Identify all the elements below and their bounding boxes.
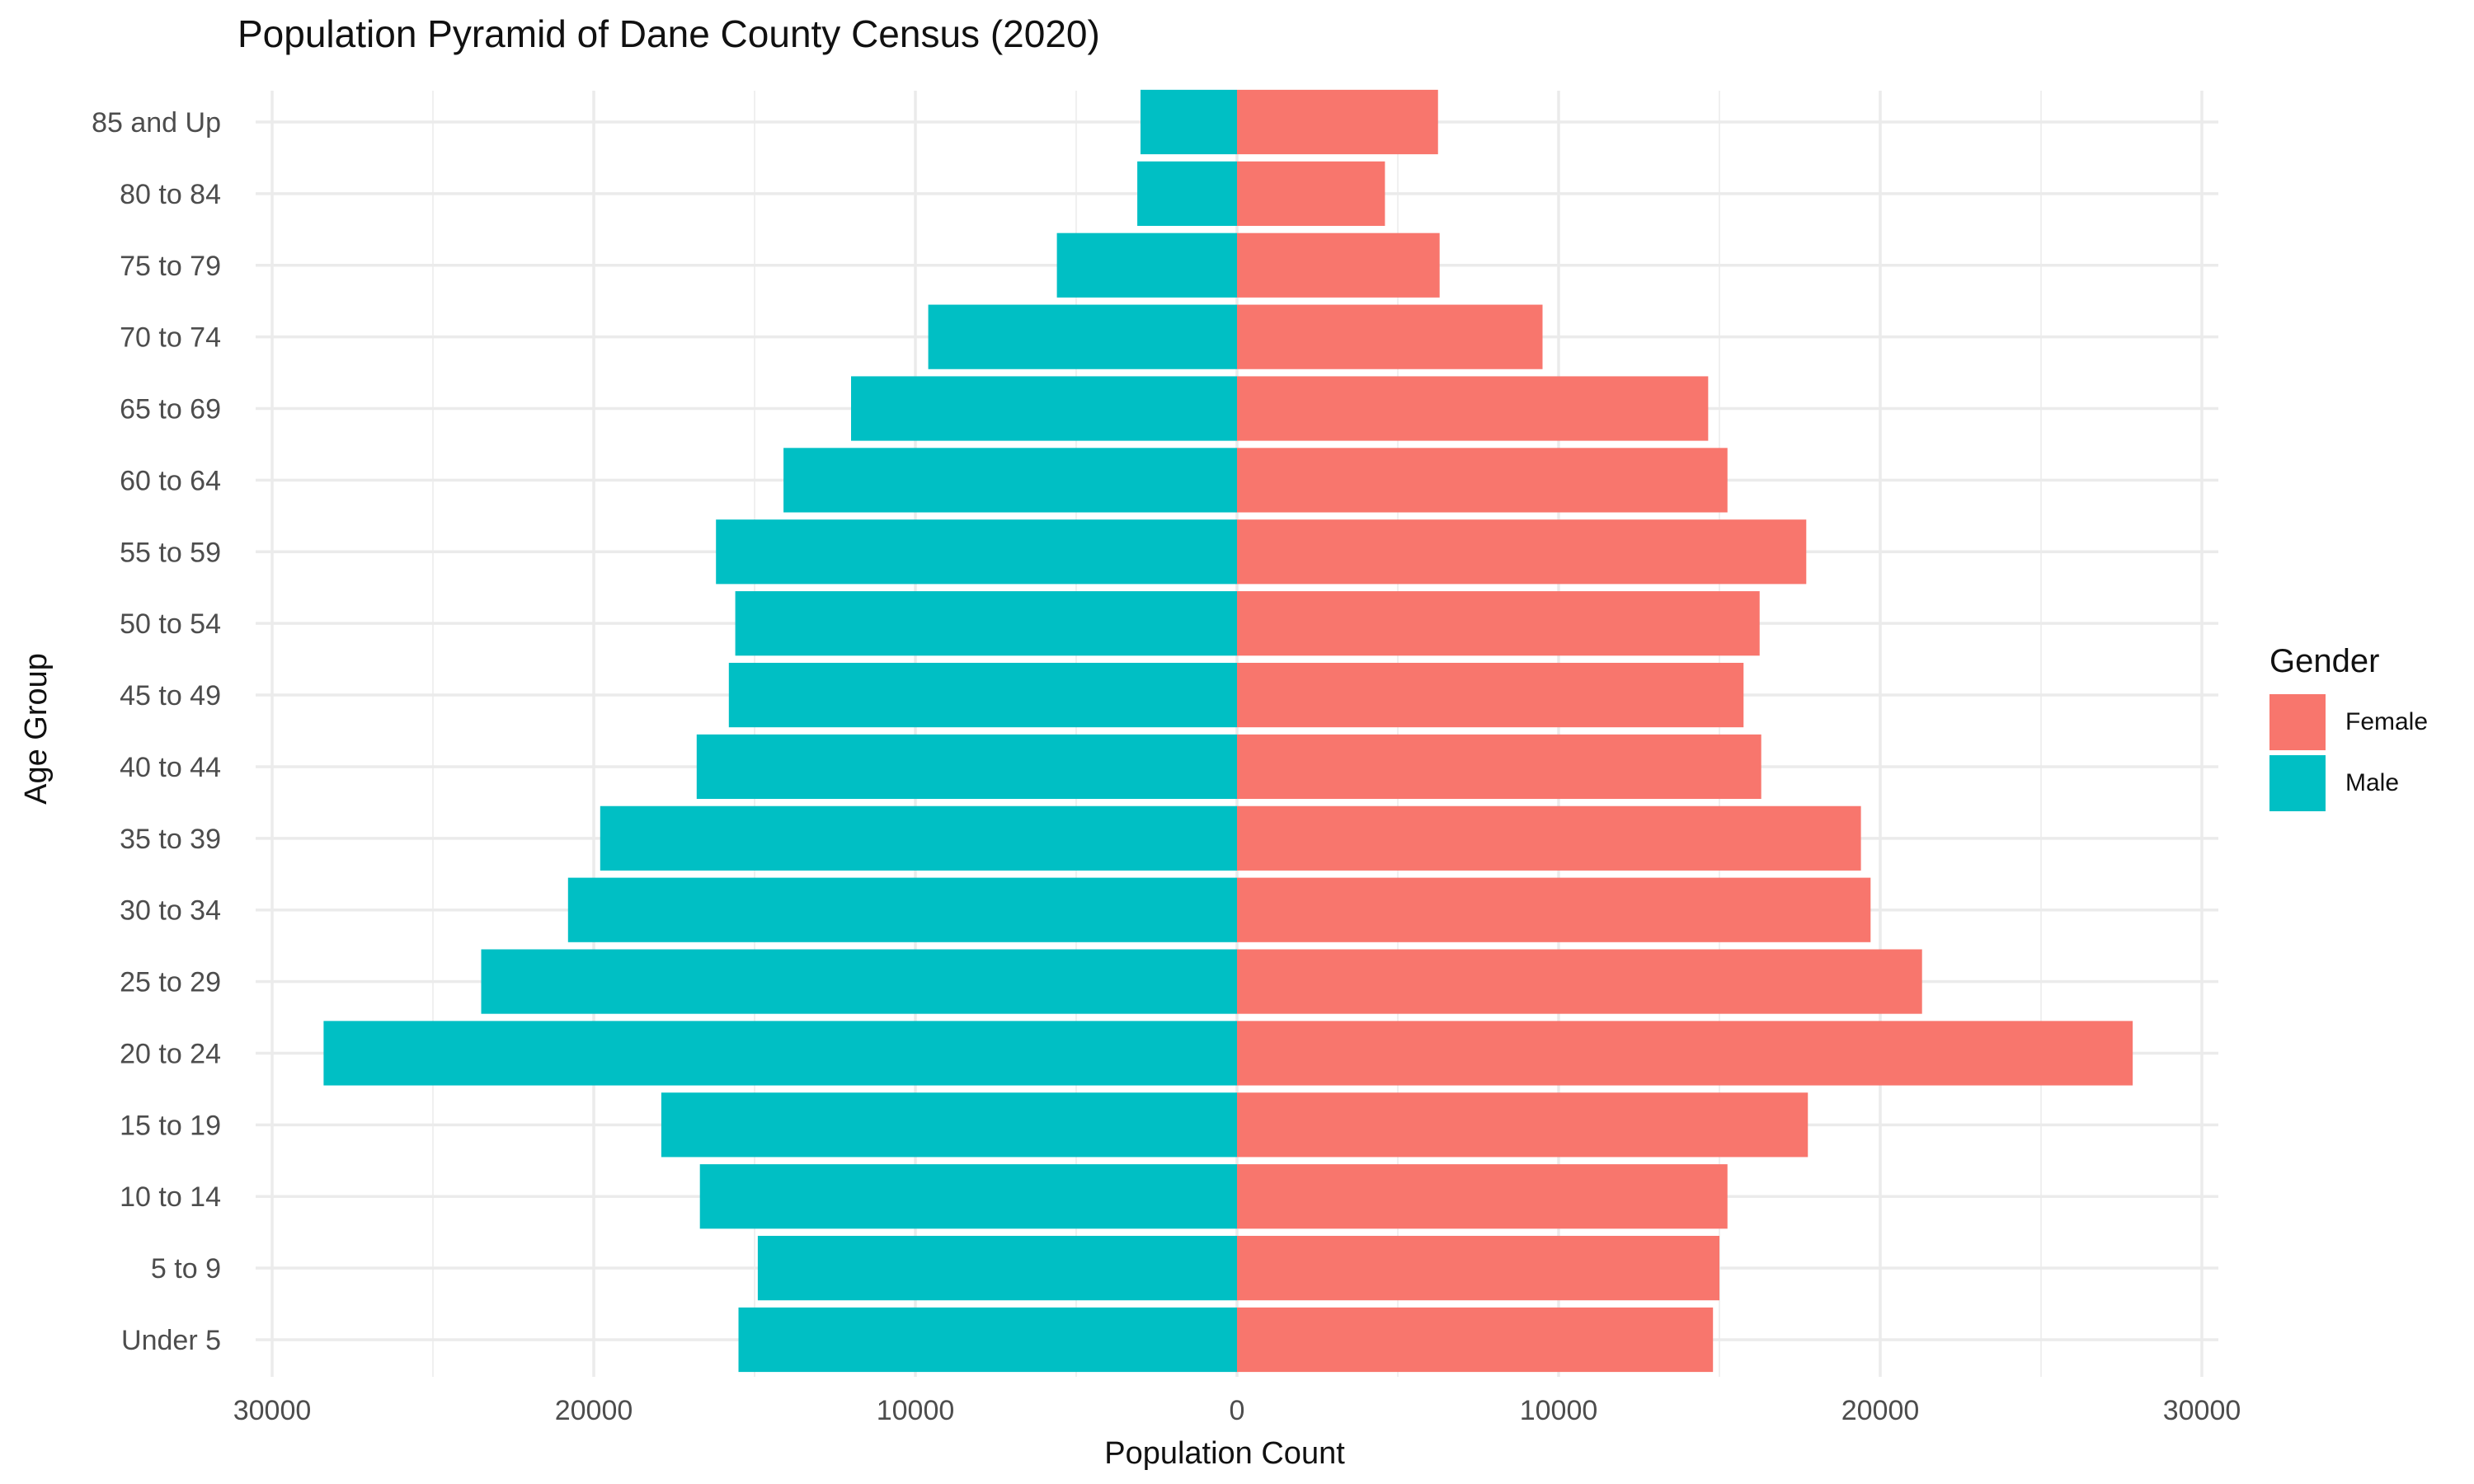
y-tick-label: 70 to 74	[120, 322, 221, 354]
bar-female-5-to-9	[1237, 1236, 1719, 1301]
y-tick-label: 60 to 64	[120, 465, 221, 496]
bar-female-60-to-64	[1237, 448, 1728, 513]
bar-female-15-to-19	[1237, 1092, 1808, 1158]
y-tick-label: 45 to 49	[120, 680, 221, 711]
y-tick-label: 80 to 84	[120, 179, 221, 210]
y-tick-label: Under 5	[121, 1325, 221, 1356]
x-tick-label: 10000	[1520, 1395, 1598, 1426]
y-tick-label: 40 to 44	[120, 752, 221, 783]
legend: Gender Female Male	[2269, 643, 2428, 814]
bar-male-30-to-34	[567, 877, 1237, 942]
bar-male-80-to-84	[1137, 161, 1237, 226]
bar-female-35-to-39	[1237, 805, 1861, 871]
y-tick-labels: Under 5 5 to 9 10 to 14 15 to 19 20 to 24 25 …	[92, 107, 221, 1356]
bar-female-20-to-24	[1237, 1021, 2133, 1086]
bar-male-45-to-49	[728, 662, 1237, 728]
y-tick-label: 55 to 59	[120, 537, 221, 568]
y-tick-label: 10 to 14	[120, 1181, 221, 1213]
bar-female-45-to-49	[1237, 662, 1744, 728]
x-tick-label: 30000	[2163, 1395, 2241, 1426]
y-tick-label: 50 to 54	[120, 608, 221, 640]
legend-item-female: Female	[2269, 692, 2428, 753]
bar-male-under-5	[738, 1307, 1237, 1373]
bar-female-65-to-69	[1237, 376, 1709, 441]
y-axis-label: Age Group	[19, 653, 54, 805]
y-tick-label: 75 to 79	[120, 251, 221, 282]
bar-male-55-to-59	[716, 519, 1237, 585]
y-tick-label: 5 to 9	[151, 1253, 221, 1284]
legend-label: Male	[2345, 769, 2400, 796]
bar-male-65-to-69	[851, 376, 1237, 441]
chart-title: Population Pyramid of Dane County Census…	[238, 12, 1100, 55]
y-tick-label: 85 and Up	[92, 107, 221, 139]
bar-male-5-to-9	[757, 1236, 1237, 1301]
bar-male-15-to-19	[661, 1092, 1237, 1158]
bar-female-25-to-29	[1237, 949, 1922, 1014]
bars	[323, 89, 2133, 1373]
bar-male-75-to-79	[1056, 232, 1237, 298]
y-tick-label: 30 to 34	[120, 895, 221, 927]
legend-swatch	[2269, 694, 2326, 750]
bar-female-70-to-74	[1237, 304, 1543, 369]
bar-female-75-to-79	[1237, 232, 1440, 298]
bar-female-85-and-up	[1237, 89, 1438, 155]
bar-female-50-to-54	[1237, 591, 1760, 656]
legend-title: Gender	[2269, 643, 2380, 679]
bar-male-25-to-29	[481, 949, 1237, 1014]
x-tick-label: 0	[1230, 1395, 1245, 1426]
x-tick-label: 20000	[555, 1395, 633, 1426]
legend-label: Female	[2345, 708, 2429, 735]
y-tick-label: 20 to 24	[120, 1038, 221, 1069]
bar-female-80-to-84	[1237, 161, 1385, 226]
legend-swatch	[2269, 755, 2326, 811]
bar-female-10-to-14	[1237, 1164, 1728, 1229]
x-tick-labels: 30000 20000 10000 0 10000 20000 30000	[233, 1395, 2241, 1426]
x-axis-label: Population Count	[1104, 1436, 1345, 1471]
legend-item-male: Male	[2269, 753, 2428, 814]
bar-male-35-to-39	[600, 805, 1237, 871]
y-tick-label: 25 to 29	[120, 967, 221, 998]
bar-female-30-to-34	[1237, 877, 1871, 942]
x-tick-label: 10000	[877, 1395, 955, 1426]
bar-male-40-to-44	[696, 734, 1237, 800]
bar-male-70-to-74	[928, 304, 1237, 369]
bar-male-60-to-64	[783, 448, 1237, 513]
bar-male-50-to-54	[735, 591, 1237, 656]
bar-male-85-and-up	[1141, 89, 1237, 155]
y-tick-label: 15 to 19	[120, 1110, 221, 1141]
bar-male-20-to-24	[323, 1021, 1237, 1086]
bar-female-40-to-44	[1237, 734, 1761, 800]
x-tick-label: 30000	[233, 1395, 312, 1426]
bar-male-10-to-14	[699, 1164, 1237, 1229]
bar-female-55-to-59	[1237, 519, 1807, 585]
x-tick-label: 20000	[1841, 1395, 1920, 1426]
bar-female-under-5	[1237, 1307, 1714, 1373]
y-tick-label: 65 to 69	[120, 394, 221, 425]
y-tick-label: 35 to 39	[120, 824, 221, 855]
